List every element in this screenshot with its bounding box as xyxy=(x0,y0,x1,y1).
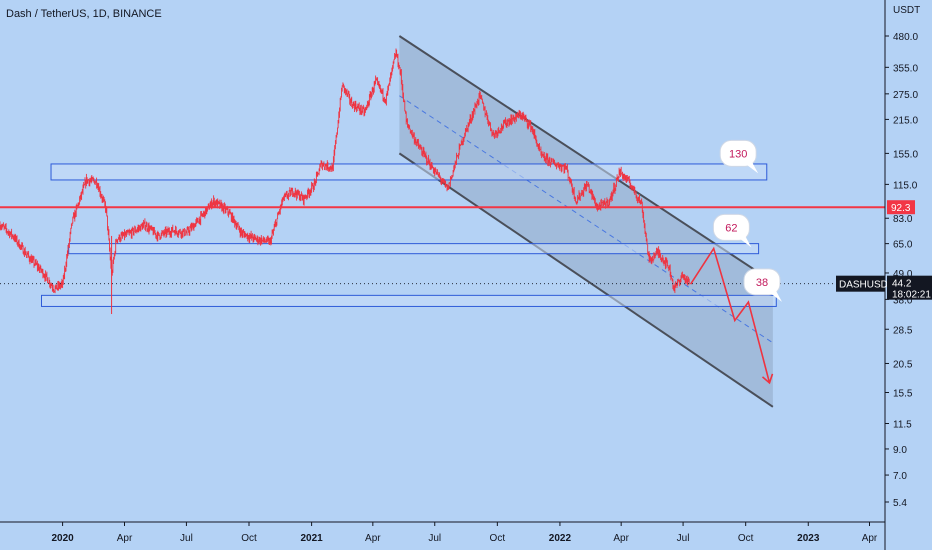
callout-label: 38 xyxy=(756,277,768,289)
x-tick-label: Jul xyxy=(428,533,441,544)
chart-title: Dash / TetherUS, 1D, BINANCE xyxy=(6,8,162,20)
candles xyxy=(0,48,690,315)
x-tick-label: 2022 xyxy=(549,533,572,544)
projection-path xyxy=(689,246,774,385)
zone-130[interactable] xyxy=(50,163,768,181)
symbol-label: DASHUSDT xyxy=(839,280,894,291)
x-tick-label: Apr xyxy=(117,533,133,544)
y-tick-label: 355.0 xyxy=(893,63,918,74)
y-tick-label: 65.0 xyxy=(893,240,913,251)
y-tick-label: 38.0 xyxy=(893,295,913,306)
x-tick-label: Apr xyxy=(365,533,381,544)
currency-label: USDT xyxy=(893,5,920,16)
y-tick-label: 5.4 xyxy=(893,498,907,509)
callout-label: 130 xyxy=(729,148,747,160)
channel-upper-line xyxy=(398,35,774,283)
x-tick-label: Oct xyxy=(490,533,506,544)
x-tick-label: Apr xyxy=(613,533,629,544)
y-tick-label: 115.0 xyxy=(893,180,918,191)
horizontal-levels: 92.3 xyxy=(0,200,915,285)
countdown-label: 18:02:21 xyxy=(892,290,931,301)
projection-arrowhead xyxy=(761,373,774,385)
callout-tail xyxy=(746,162,759,174)
price-callouts: 130 62 38 xyxy=(712,139,783,302)
support-resistance-zones xyxy=(41,163,777,307)
y-tick-label: 155.0 xyxy=(893,149,918,160)
level-92-tag xyxy=(887,200,915,215)
callout-label: 62 xyxy=(725,222,737,234)
y-tick-label: 20.5 xyxy=(893,359,913,370)
y-tick-label: 275.0 xyxy=(893,90,918,101)
y-tick-label: 480.0 xyxy=(893,32,918,43)
x-tick-label: Jul xyxy=(180,533,193,544)
zone-38[interactable] xyxy=(41,294,777,307)
x-tick-label: Oct xyxy=(241,533,257,544)
x-tick-label: 2023 xyxy=(797,533,820,544)
level-92-label: 92.3 xyxy=(891,203,911,214)
channel-lower-line xyxy=(398,152,774,408)
y-tick-label: 49.0 xyxy=(893,269,913,280)
x-tick-label: Jul xyxy=(677,533,690,544)
y-tick-label: 28.5 xyxy=(893,325,913,336)
y-tick-label: 83.0 xyxy=(893,214,913,225)
zone-62[interactable] xyxy=(68,243,760,255)
callout-tail xyxy=(739,236,752,248)
y-tick-label: 215.0 xyxy=(893,115,918,126)
x-tick-label: 2020 xyxy=(51,533,74,544)
channel-fill xyxy=(399,36,773,407)
symbol-tag xyxy=(836,275,885,292)
callout-62 xyxy=(712,213,750,241)
callout-130 xyxy=(719,139,757,167)
last-price-tag xyxy=(887,275,932,300)
y-tick-label: 7.0 xyxy=(893,471,907,482)
x-tick-label: Oct xyxy=(738,533,754,544)
y-tick-label: 11.5 xyxy=(893,419,912,430)
y-tick-label: 15.5 xyxy=(893,388,913,399)
callout-tail xyxy=(770,290,783,302)
callout-38 xyxy=(743,268,781,296)
last-price-label: 44.2 xyxy=(892,279,912,290)
x-tick-label: 2021 xyxy=(300,533,323,544)
y-tick-label: 9.0 xyxy=(893,445,907,456)
x-tick-label: Apr xyxy=(862,533,878,544)
projection-line xyxy=(689,246,771,384)
